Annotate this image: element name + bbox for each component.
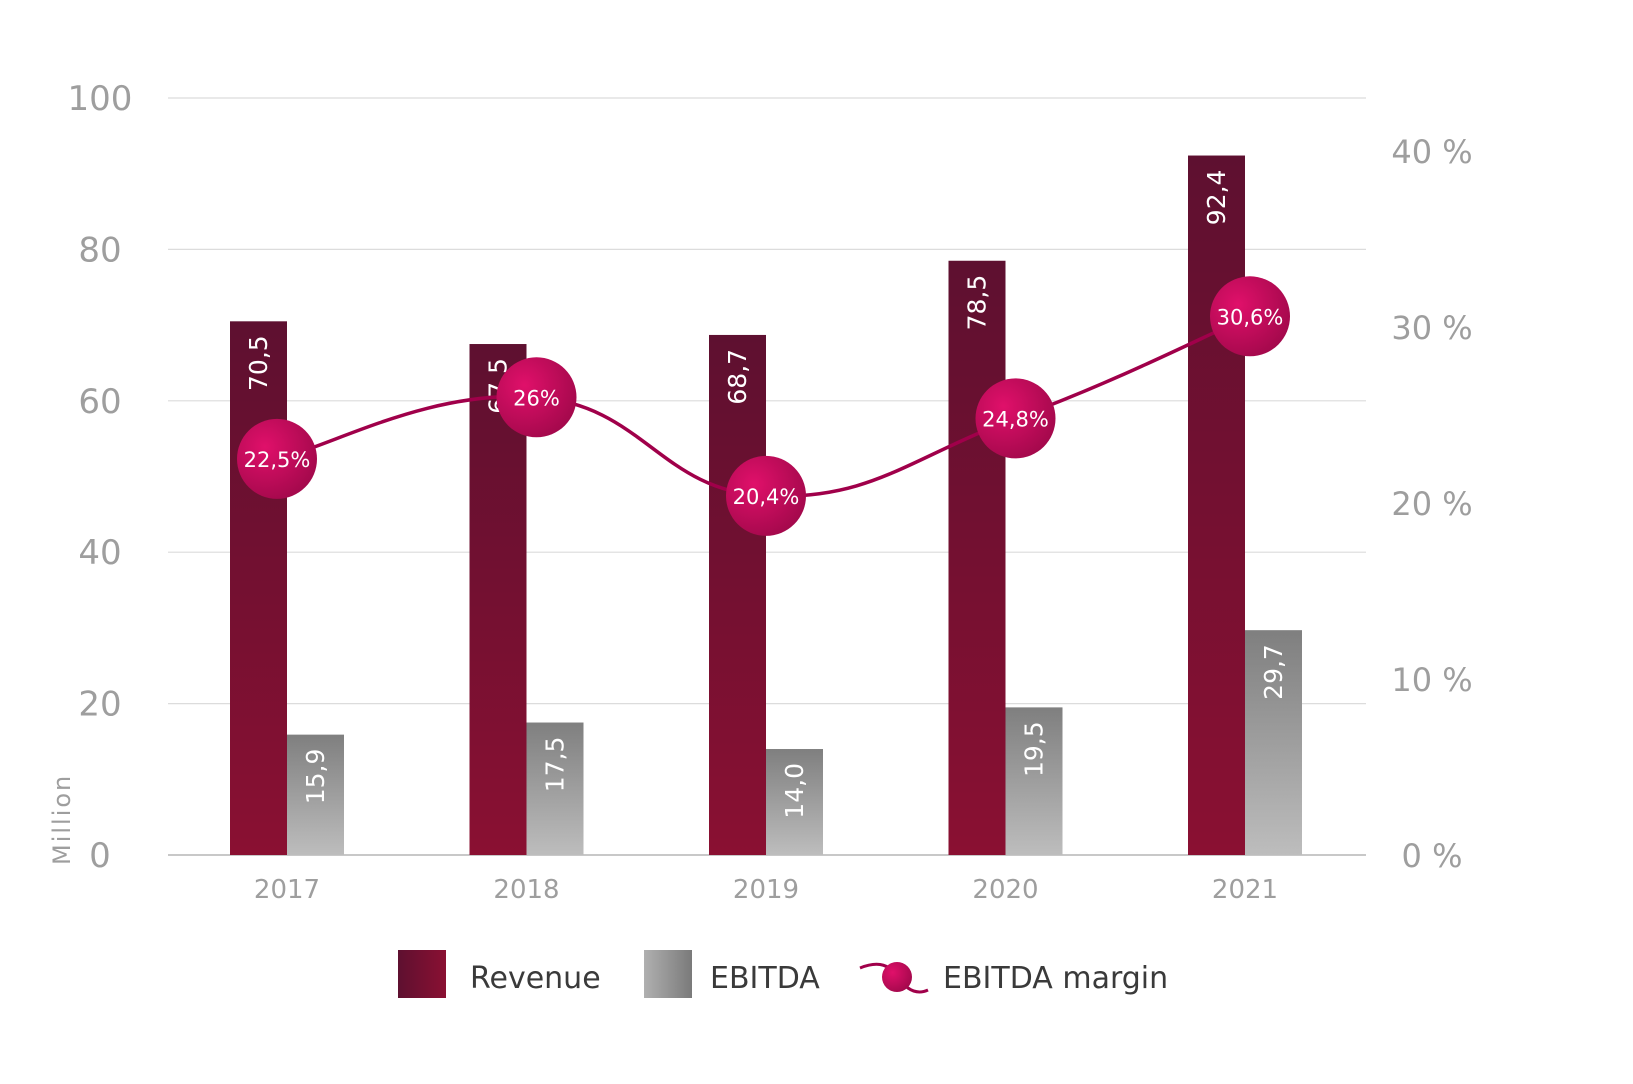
ebitda-bar: [526, 722, 584, 855]
revenue-bar: [709, 334, 766, 855]
ebitda-bar-label: 15,9: [301, 749, 330, 805]
y-tick-label: 60: [78, 382, 121, 422]
y2-tick-label: 20 %: [1391, 485, 1472, 523]
grid-lines: [168, 97, 1366, 856]
ebitda-bar: [1245, 630, 1302, 855]
x-axis: 2017 2018 2019 2020 2021: [254, 875, 1278, 905]
x-tick-label: 2017: [254, 875, 320, 905]
revenue-bar-label: 92,4: [1202, 170, 1231, 226]
y2-tick-label: 0 %: [1402, 837, 1463, 875]
ebitda-margin-point: [726, 455, 806, 536]
x-tick-label: 2019: [733, 875, 799, 905]
y-tick-label: 20: [78, 685, 121, 725]
y2-tick-label: 10 %: [1391, 661, 1472, 699]
margin-line-layer: 22,5% 26% 20,4% 24,8% 30,6%: [237, 276, 1290, 536]
y2-tick-label: 30 %: [1391, 309, 1472, 347]
ebitda-margin-point: [237, 418, 317, 499]
legend-label-revenue: Revenue: [470, 961, 601, 996]
y-axis-label: Million: [48, 774, 76, 865]
ebitda-margin-label: 26%: [513, 386, 560, 410]
revenue-bar: [1188, 155, 1245, 856]
ebitda-margin-label: 24,8%: [982, 407, 1049, 431]
ebitda-bar-label: 29,7: [1259, 644, 1288, 700]
ebitda-margin-point: [1210, 276, 1290, 357]
ebitda-margin-label: 20,4%: [733, 485, 800, 509]
revenue-bar: [948, 260, 1006, 855]
y-tick-label: 0: [89, 836, 111, 876]
y-axis-right: 0 % 10 % 20 % 30 % 40 %: [1391, 133, 1472, 875]
revenue-bar-label: 78,5: [963, 275, 992, 331]
ebitda-bar: [766, 749, 823, 855]
y-tick-label: 100: [68, 79, 133, 119]
legend: Revenue EBITDA EBITDA margin: [398, 950, 1168, 998]
legend-label-ebitda: EBITDA: [710, 961, 820, 996]
legend-swatch-revenue: [398, 950, 446, 998]
revenue-bar-label: 70,5: [244, 335, 273, 391]
ebitda-margin-label: 22,5%: [244, 448, 311, 472]
revenue-bar: [230, 321, 287, 855]
ebitda-bar: [287, 734, 344, 855]
x-tick-label: 2021: [1212, 875, 1278, 905]
x-tick-label: 2018: [493, 875, 559, 905]
ebitda-margin-label: 30,6%: [1217, 305, 1284, 329]
x-tick-label: 2020: [972, 875, 1038, 905]
ebitda-bar-label: 19,5: [1020, 721, 1049, 777]
legend-swatch-margin-dot: [882, 962, 912, 992]
ebitda-margin-point: [496, 357, 577, 438]
ebitda-bar: [1005, 707, 1063, 855]
y-tick-label: 80: [78, 230, 121, 270]
legend-label-margin: EBITDA margin: [943, 961, 1168, 996]
ebitda-margin-point: [975, 378, 1056, 459]
ebitda-bar-label: 17,5: [541, 737, 570, 793]
revenue-bar-label: 68,7: [723, 349, 752, 405]
ebitda-bar-label: 14,0: [780, 763, 809, 819]
legend-swatch-ebitda: [644, 950, 692, 998]
y-tick-label: 40: [78, 533, 121, 573]
y2-tick-label: 40 %: [1391, 133, 1472, 171]
y-axis-left: 0 20 40 60 80 100: [68, 79, 133, 876]
